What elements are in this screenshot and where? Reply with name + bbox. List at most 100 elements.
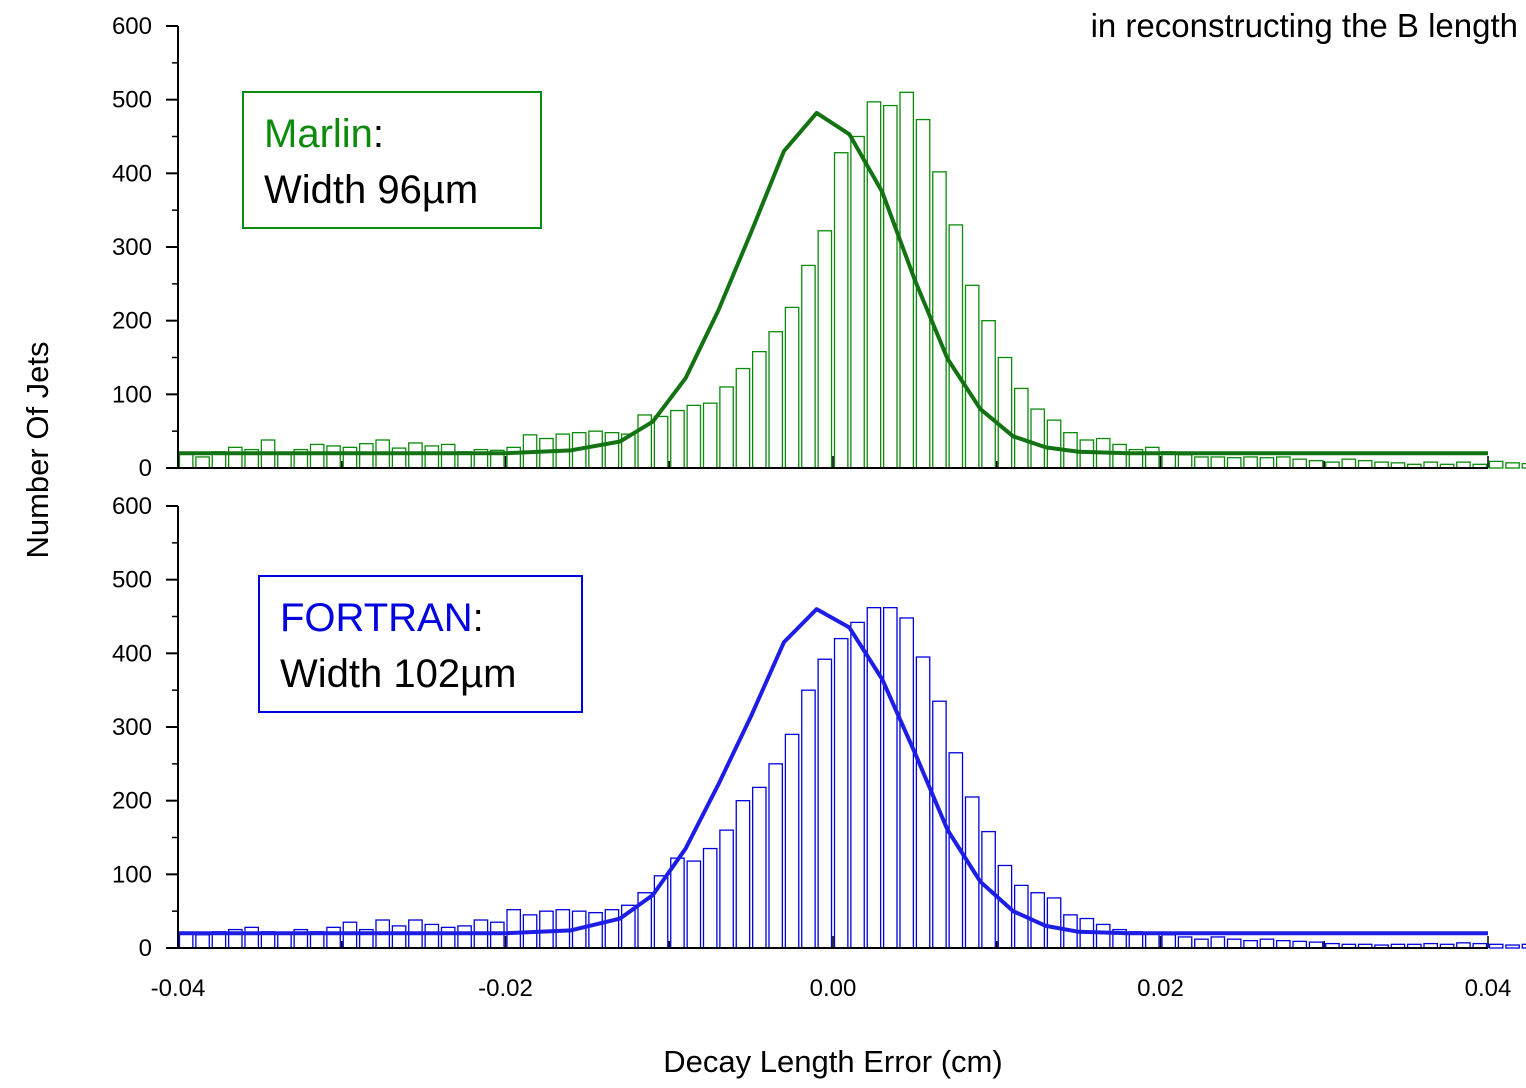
fortran-hist-bar [1226, 938, 1242, 949]
svg-text:FORTRAN:: FORTRAN: [280, 596, 484, 640]
marlin-hist-bar [1112, 443, 1127, 469]
fortran-x-tick-label: 0.04 [1465, 975, 1512, 1002]
fortran-hist-bar [1095, 923, 1111, 949]
marlin-legend-name: Marlin [264, 112, 373, 156]
marlin-hist-bar [1292, 458, 1308, 469]
marlin-hist-bar [326, 445, 341, 469]
fortran-x-tick-label: 0.00 [810, 975, 857, 1002]
fortran-legend-box [258, 575, 583, 713]
marlin-hist-bar [784, 306, 800, 469]
marlin-hist-bar [801, 264, 816, 469]
marlin-hist-bar [653, 415, 669, 469]
marlin-hist-bar [342, 446, 358, 469]
marlin-hist-bar [1046, 419, 1062, 469]
fortran-hist-bar [326, 926, 341, 949]
marlin-hist-bar [1177, 454, 1193, 469]
fortran-hist-bar [440, 926, 456, 949]
fortran-hist-bar [1488, 943, 1504, 949]
marlin-fit-curve [178, 110, 1488, 456]
marlin-hist-bar [195, 456, 210, 469]
fortran-hist-bar [391, 925, 407, 949]
marlin-y-tick-label: 100 [112, 381, 152, 408]
marlin-legend-colon: : [373, 112, 384, 156]
marlin-hist-bar [882, 104, 898, 469]
marlin-y-tick-label: 400 [112, 160, 152, 187]
x-axis-title: Decay Length Error (cm) [663, 1044, 1002, 1079]
fortran-hist-bar [277, 932, 292, 949]
fortran-hist-bar [817, 658, 833, 949]
marlin-hist-bar [735, 367, 751, 469]
marlin-y-tick-label: 500 [112, 87, 152, 114]
marlin-hist-bar [850, 135, 865, 469]
marlin-hist-bar [997, 356, 1013, 469]
marlin-hist-bar [899, 91, 915, 469]
fortran-hist-bar [719, 829, 734, 949]
fortran-y-tick-label: 300 [112, 714, 152, 741]
fortran-y-tick-label: 200 [112, 788, 152, 815]
marlin-hist-bar [1194, 456, 1209, 469]
y-axis-title: Number Of Jets [20, 341, 55, 558]
fortran-hist-bar [588, 911, 603, 949]
fortran-hist-bar [506, 909, 522, 949]
marlin-hist-bar [277, 452, 292, 469]
marlin-hist-bar [719, 386, 734, 469]
fortran-hist-bar [899, 617, 915, 949]
fortran-hist-bar [670, 857, 685, 949]
fortran-hist-bar [1194, 938, 1209, 949]
fortran-hist-bar [195, 934, 210, 949]
fortran-hist-bar [1243, 939, 1258, 949]
marlin-hist-bar [604, 431, 620, 469]
fortran-legend-name: FORTRAN [280, 596, 473, 640]
fortran-hist-bar [457, 925, 472, 949]
fortran-y-tick-label: 400 [112, 640, 152, 667]
fortran-hist-bar [833, 637, 849, 949]
marlin-y-tick-label: 600 [112, 13, 152, 40]
marlin-hist-bar [1357, 459, 1373, 469]
fortran-hist-bar [1521, 943, 1526, 949]
fortran-hist-bar [686, 860, 702, 949]
marlin-hist-bar [1226, 457, 1242, 469]
fortran-hist-bar [702, 847, 718, 949]
fortran-x-tick-label: -0.04 [151, 975, 206, 1002]
marlin-hist-bar [1308, 459, 1324, 469]
marlin-hist-bar [1013, 387, 1029, 469]
marlin-hist-bar [358, 443, 374, 469]
marlin-hist-bar [751, 350, 767, 469]
fortran-panel: 0 100 200 300 400 500 600 -0.04 -0.02 0.00 0.02 0.0… [112, 493, 1526, 1002]
fortran-hist-bar [1275, 939, 1291, 949]
marlin-hist-bar [440, 443, 456, 469]
marlin-hist-bar [817, 230, 833, 469]
marlin-hist-bar [408, 442, 423, 469]
fortran-hist-bar [1177, 936, 1193, 949]
marlin-legend: Marlin: Width 96µm [242, 91, 542, 229]
marlin-hist-bar [1521, 462, 1526, 469]
fortran-hist-bar [751, 786, 767, 949]
marlin-legend-width: Width 96µm [264, 168, 478, 212]
header-note: in reconstructing the B length [1091, 7, 1518, 44]
marlin-hist-bar [981, 320, 996, 469]
fortran-legend-colon: : [473, 596, 484, 640]
marlin-y-tick-label: 200 [112, 308, 152, 335]
marlin-hist-bar [686, 404, 702, 469]
fortran-hist-bar [915, 656, 931, 949]
fortran-hist-bar [735, 800, 751, 949]
marlin-hist-bar [964, 284, 980, 469]
fortran-x-tick-label: -0.02 [478, 975, 533, 1002]
fortran-y-tick-label: 600 [112, 493, 152, 520]
fortran-y-tick-label: 500 [112, 567, 152, 594]
marlin-hist-bar [424, 445, 440, 469]
marlin-hist-bar [932, 171, 947, 469]
fortran-legend: FORTRAN: Width 102µm [258, 575, 583, 713]
marlin-hist-bar [309, 443, 325, 469]
fortran-hist-bar [1210, 936, 1226, 949]
marlin-panel: 0 100 200 300 400 500 600 [112, 13, 1526, 482]
marlin-hist-bar [1505, 462, 1520, 469]
marlin-hist-bar [768, 331, 784, 469]
svg-text:Marlin:: Marlin: [264, 112, 384, 156]
marlin-hist-bar [178, 452, 194, 469]
fortran-hist-bar [1505, 944, 1520, 949]
marlin-hist-bar [1243, 456, 1258, 469]
fortran-x-tick-label: 0.02 [1137, 975, 1184, 1002]
fortran-hist-bar [1144, 932, 1160, 949]
